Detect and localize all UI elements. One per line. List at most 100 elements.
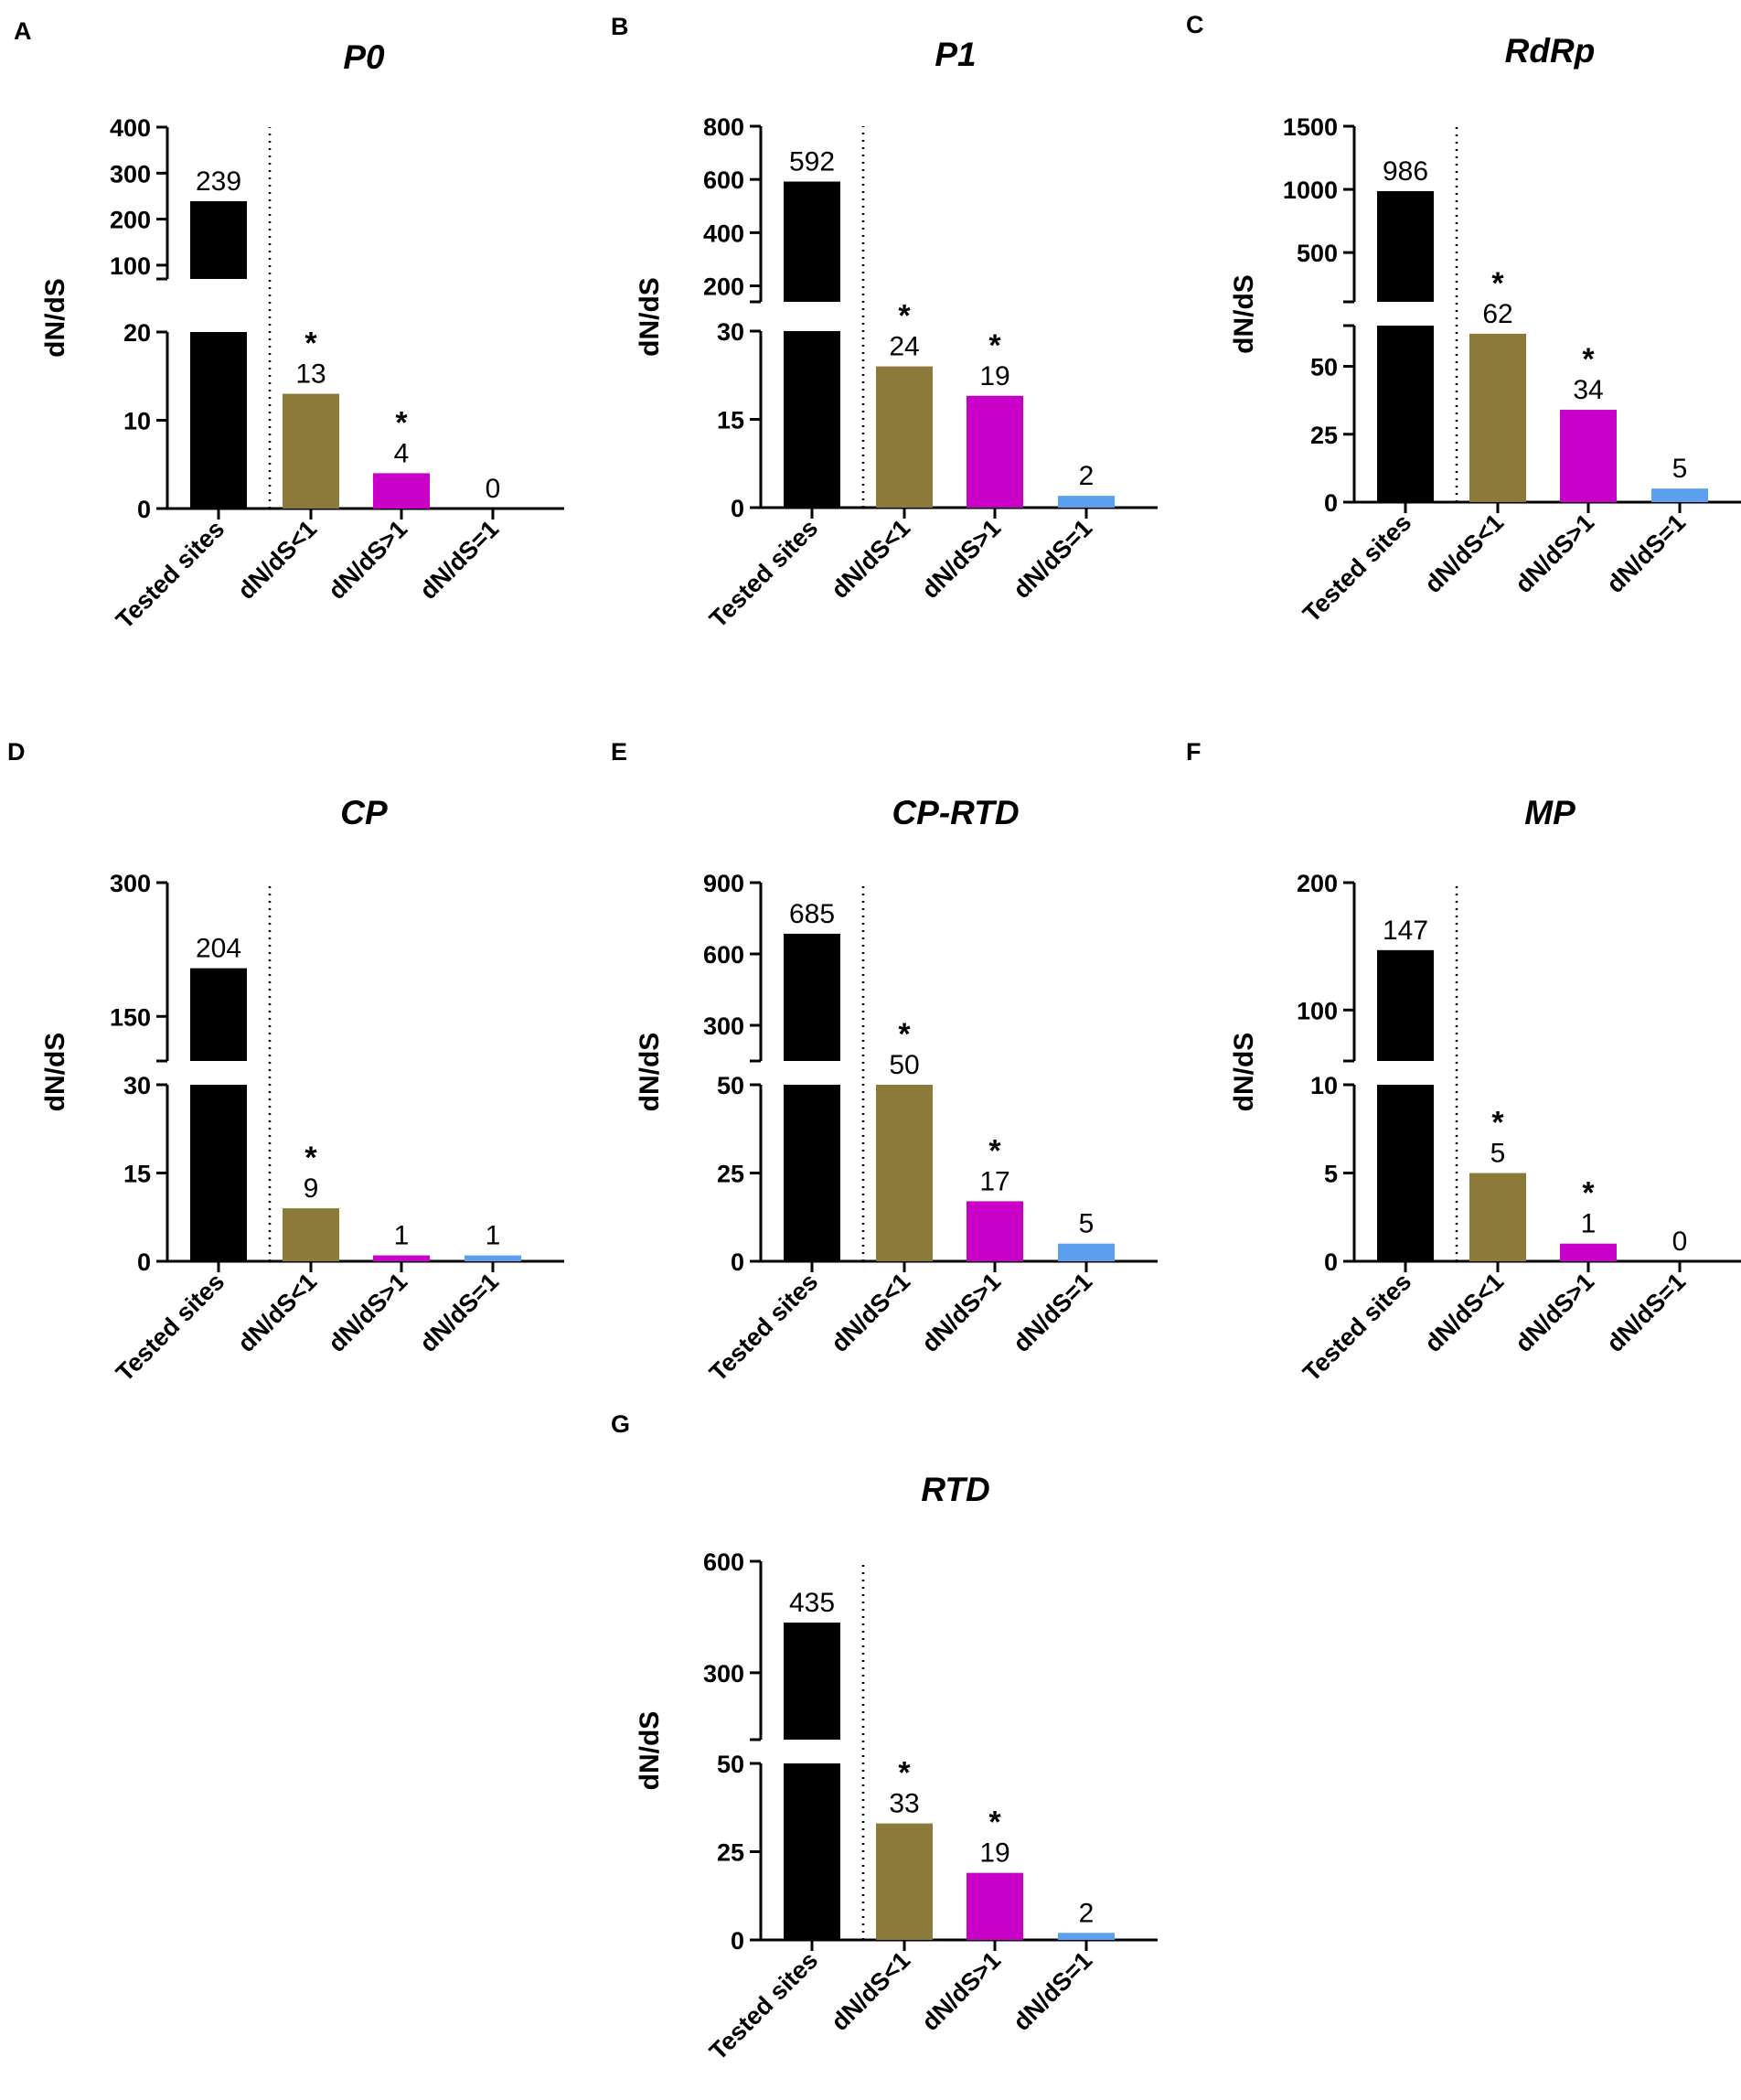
x-category-label: dN/dS=1	[1008, 1946, 1097, 2036]
bar-value-label: 9	[304, 1173, 319, 1204]
x-category-label: dN/dS<1	[1419, 509, 1509, 598]
y-tick-label: 5	[1324, 1161, 1338, 1188]
y-tick-label: 400	[703, 220, 744, 247]
significance-star: *	[1582, 1176, 1595, 1211]
y-axis-label: dN/dS	[635, 1711, 665, 1791]
bar-upper-segment	[784, 1623, 840, 1740]
y-tick-label: 0	[1324, 489, 1338, 517]
y-tick-label: 50	[717, 1072, 744, 1099]
panel-letter: G	[611, 1410, 630, 1438]
bar	[283, 1208, 339, 1261]
x-category-label: Tested sites	[704, 1946, 823, 2065]
y-tick-label: 15	[123, 1161, 151, 1188]
bar-value-label: 50	[889, 1050, 919, 1080]
y-tick-label: 400	[110, 114, 151, 142]
y-tick-label: 600	[703, 166, 744, 194]
bar-value-label: 4	[394, 438, 410, 468]
x-category-label: Tested sites	[704, 514, 823, 633]
significance-star: *	[1582, 342, 1595, 377]
bar	[1560, 1243, 1617, 1261]
y-tick-label: 200	[1297, 870, 1338, 897]
panel-title: P1	[935, 36, 976, 73]
bar-value-label: 19	[979, 361, 1009, 391]
panel-letter: F	[1186, 738, 1202, 766]
bar-value-label: 1	[394, 1221, 410, 1251]
y-tick-label: 15	[717, 407, 744, 434]
bar-value-label: 2	[1079, 461, 1095, 491]
x-category-label: dN/dS>1	[323, 1268, 412, 1357]
y-axis-label: dN/dS	[40, 278, 70, 358]
x-category-label: dN/dS>1	[1510, 1268, 1599, 1357]
x-category-label: Tested sites	[1298, 509, 1416, 627]
bar-lower-segment	[1377, 326, 1434, 502]
x-category-label: Tested sites	[111, 515, 230, 634]
bar	[1651, 488, 1708, 502]
bar-value-label: 204	[196, 934, 241, 964]
panel-letter: B	[611, 13, 629, 40]
x-category-label: Tested sites	[704, 1268, 823, 1387]
panel-title: MP	[1524, 794, 1575, 831]
bar-lower-segment	[190, 1085, 247, 1261]
y-tick-label: 50	[1310, 354, 1338, 381]
bar-upper-segment	[1377, 949, 1434, 1061]
significance-star: *	[898, 1017, 911, 1052]
bar-upper-segment	[190, 200, 247, 279]
significance-star: *	[1491, 1106, 1504, 1141]
significance-star: *	[1491, 266, 1504, 301]
bar	[373, 1255, 430, 1261]
x-category-label: dN/dS<1	[826, 1946, 915, 2036]
panel-b: B P1 dN/dS 0 15 30 200 400 600 800 592 Tested sites…	[611, 13, 1158, 633]
bar-value-label: 17	[979, 1166, 1009, 1196]
bar-value-label: 147	[1383, 916, 1428, 946]
y-tick-label: 0	[731, 1248, 744, 1276]
bar	[967, 1872, 1023, 1940]
x-category-label: dN/dS=1	[1008, 514, 1097, 604]
bar	[283, 393, 339, 509]
significance-star: *	[304, 1141, 317, 1175]
x-category-label: dN/dS=1	[414, 1268, 504, 1357]
x-category-label: dN/dS=1	[1008, 1268, 1097, 1357]
y-tick-label: 30	[717, 318, 744, 346]
y-tick-label: 0	[137, 496, 151, 523]
x-category-label: dN/dS<1	[232, 515, 322, 605]
bar-upper-segment	[784, 181, 840, 302]
panel-e: E CP-RTD dN/dS 0 25 50 300 600 900 685 Tested site…	[611, 738, 1158, 1387]
significance-star: *	[898, 299, 911, 334]
y-tick-label: 10	[1310, 1072, 1338, 1099]
bar-lower-segment	[1377, 1085, 1434, 1261]
significance-star: *	[988, 1133, 1001, 1168]
y-axis-label: dN/dS	[40, 1033, 70, 1112]
y-tick-label: 20	[123, 319, 151, 347]
bar-value-label: 435	[789, 1588, 835, 1618]
significance-star: *	[988, 1805, 1001, 1840]
x-category-label: dN/dS=1	[414, 515, 504, 605]
panel-a: A P0 dN/dS 0 10 20 100 200 300 400 239 Tested sites…	[14, 17, 564, 634]
significance-star: *	[898, 1756, 911, 1791]
y-tick-label: 900	[703, 870, 744, 897]
bar	[1560, 410, 1617, 502]
y-axis-label: dN/dS	[1229, 1033, 1259, 1112]
bar	[1058, 1933, 1115, 1940]
panel-letter: A	[14, 17, 32, 45]
y-tick-label: 300	[703, 1660, 744, 1688]
x-category-label: dN/dS>1	[916, 1268, 1006, 1357]
bar-value-label: 239	[196, 166, 241, 197]
x-category-label: dN/dS<1	[826, 1268, 915, 1357]
x-category-label: dN/dS>1	[1510, 509, 1599, 598]
y-tick-label: 300	[110, 870, 151, 897]
bar-value-label: 24	[889, 332, 919, 362]
bar-value-label: 34	[1573, 375, 1603, 405]
bar-value-label: 1	[486, 1221, 501, 1251]
bar	[967, 1201, 1023, 1261]
panel-title: RdRp	[1505, 32, 1596, 70]
bar-lower-segment	[190, 332, 247, 509]
y-tick-label: 200	[703, 273, 744, 301]
bar-value-label: 685	[789, 899, 835, 929]
x-category-label: dN/dS=1	[1601, 509, 1691, 598]
y-axis-label: dN/dS	[635, 277, 665, 357]
bar	[967, 395, 1023, 508]
significance-star: *	[395, 405, 408, 440]
panel-d: D CP dN/dS 0 15 30 150 300 204 Tested sites 9* dN/d…	[7, 738, 564, 1387]
y-tick-label: 25	[717, 1161, 744, 1188]
